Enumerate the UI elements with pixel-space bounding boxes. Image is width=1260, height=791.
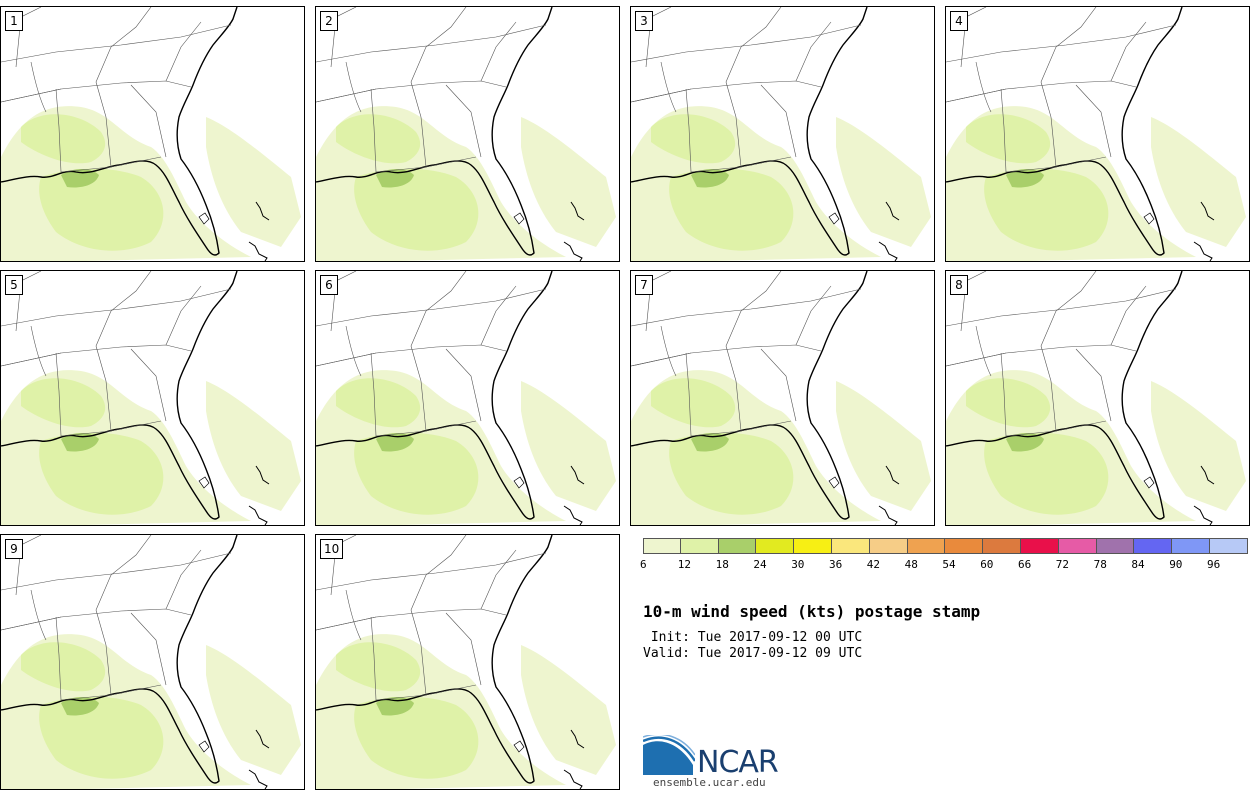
chart-title: 10-m wind speed (kts) postage stamp — [643, 602, 981, 621]
colorbar-tick-label: 42 — [866, 558, 881, 571]
colorbar-tick-label: 12 — [677, 558, 692, 571]
colorbar-swatch — [680, 538, 719, 554]
colorbar-swatch — [1172, 538, 1210, 554]
colorbar-swatch — [945, 538, 984, 554]
colorbar-tick-label: 96 — [1207, 558, 1221, 571]
colorbar-swatch — [907, 538, 946, 554]
colorbar-swatch — [1058, 538, 1097, 554]
colorbar-swatch — [1021, 538, 1059, 554]
member-label: 5 — [5, 275, 23, 295]
member-label: 10 — [320, 539, 344, 559]
stamp-panel-1: 1 — [0, 6, 305, 262]
stamp-panel-2: 2 — [315, 6, 620, 262]
member-label: 9 — [5, 539, 23, 559]
init-time: Init: Tue 2017-09-12 00 UTC — [643, 630, 863, 645]
colorbar-tick-label: 6 — [640, 558, 647, 571]
member-label: 1 — [5, 11, 23, 31]
colorbar-tick-label: 18 — [715, 558, 729, 571]
member-label: 7 — [635, 275, 653, 295]
stamp-panel-7: 7 — [630, 270, 935, 526]
colorbar-swatch — [1096, 538, 1135, 554]
ncar-logo-text: NCAR — [697, 745, 779, 780]
stamp-panel-3: 3 — [630, 6, 935, 262]
stamp-panel-6: 6 — [315, 270, 620, 526]
colorbar-swatch — [1210, 538, 1248, 554]
colorbar-swatch — [1134, 538, 1173, 554]
colorbar-tick-label: 60 — [980, 558, 994, 571]
colorbar-tick-label: 66 — [1018, 558, 1032, 571]
ncar-url: ensemble.ucar.edu — [653, 776, 766, 789]
colorbar-swatch — [756, 538, 795, 554]
colorbar-swatch — [643, 538, 681, 554]
colorbar-tick-label: 84 — [1131, 558, 1145, 571]
member-label: 8 — [950, 275, 968, 295]
colorbar-swatch — [832, 538, 870, 554]
stamp-panel-5: 5 — [0, 270, 305, 526]
member-label: 6 — [320, 275, 338, 295]
stamp-panel-10: 10 — [315, 534, 620, 790]
colorbar-tick-label: 24 — [753, 558, 767, 571]
stamp-panel-4: 4 — [945, 6, 1250, 262]
stamp-panel-8: 8 — [945, 270, 1250, 526]
member-label: 3 — [635, 11, 653, 31]
colorbar-tick-label: 48 — [904, 558, 918, 571]
colorbar-swatch — [869, 538, 908, 554]
ncar-logo-icon — [643, 735, 695, 775]
member-label: 4 — [950, 11, 968, 31]
colorbar-swatch — [983, 538, 1021, 554]
colorbar-tick-label: 54 — [942, 558, 956, 571]
member-label: 2 — [320, 11, 338, 31]
stamp-panel-9: 9 — [0, 534, 305, 790]
colorbar-tick-label: 72 — [1055, 558, 1070, 571]
colorbar-tick-label: 90 — [1169, 558, 1183, 571]
valid-time: Valid: Tue 2017-09-12 09 UTC — [643, 646, 863, 661]
colorbar-tick-label: 78 — [1093, 558, 1107, 571]
colorbar-swatch — [794, 538, 832, 554]
colorbar-tick-label: 30 — [791, 558, 805, 571]
colorbar-tick-label: 36 — [829, 558, 843, 571]
colorbar-swatch — [718, 538, 757, 554]
